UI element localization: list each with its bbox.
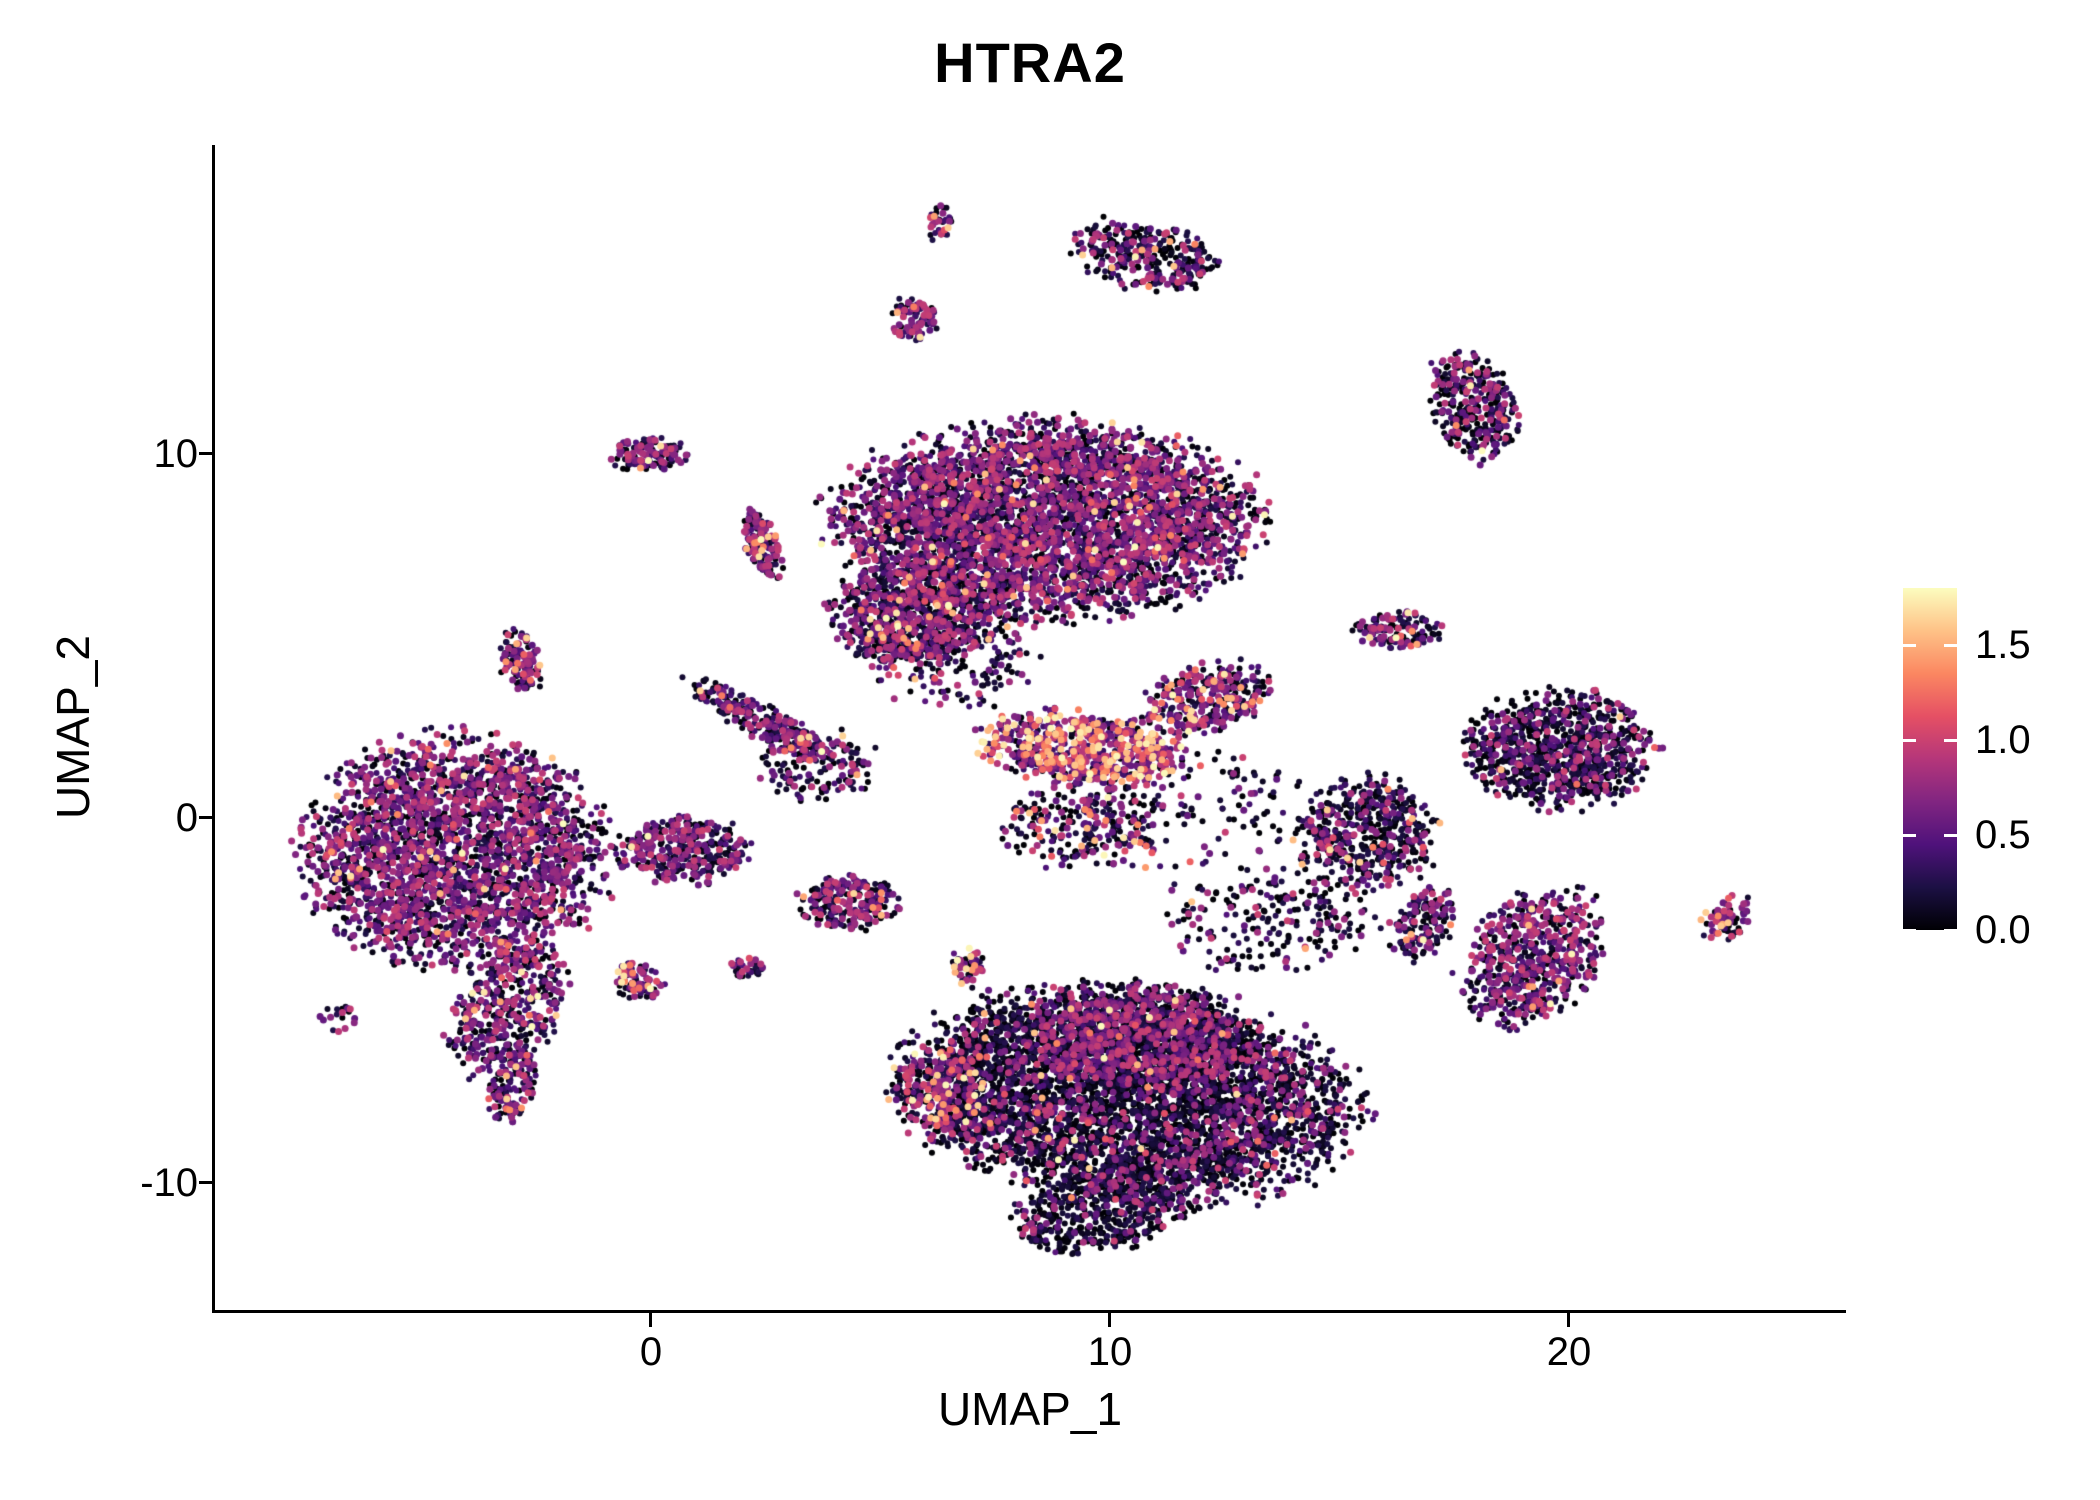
colorbar-tick bbox=[1903, 738, 1916, 742]
x-tick-label: 10 bbox=[1087, 1330, 1133, 1374]
y-axis-line bbox=[212, 145, 215, 1313]
colorbar-tick bbox=[1903, 928, 1916, 932]
x-tick-label: 20 bbox=[1546, 1330, 1592, 1374]
colorbar-tick-label: 0.0 bbox=[1975, 908, 2031, 952]
y-tick-label: 10 bbox=[153, 432, 199, 476]
x-tick bbox=[649, 1313, 652, 1327]
colorbar-tick-label: 1.5 bbox=[1975, 623, 2031, 667]
y-tick bbox=[199, 1181, 213, 1184]
y-tick-label: 0 bbox=[175, 796, 198, 840]
y-axis-title: UMAP_2 bbox=[47, 634, 99, 820]
colorbar-tick bbox=[1903, 833, 1916, 837]
colorbar-tick-label: 1.0 bbox=[1975, 718, 2031, 762]
x-tick bbox=[1108, 1313, 1111, 1327]
plot-title: HTRA2 bbox=[934, 31, 1126, 94]
colorbar-tick bbox=[1903, 643, 1916, 647]
colorbar-tick bbox=[1944, 928, 1957, 932]
x-axis-title: UMAP_1 bbox=[937, 1383, 1123, 1435]
colorbar-tick bbox=[1944, 643, 1957, 647]
x-tick bbox=[1567, 1313, 1570, 1327]
y-tick bbox=[199, 816, 213, 819]
colorbar-tick bbox=[1944, 833, 1957, 837]
colorbar-tick bbox=[1944, 738, 1957, 742]
y-tick bbox=[199, 452, 213, 455]
x-tick-label: 0 bbox=[639, 1330, 663, 1374]
x-axis-line bbox=[212, 1310, 1846, 1313]
colorbar bbox=[1903, 588, 1957, 930]
y-tick-label: -10 bbox=[140, 1161, 198, 1205]
colorbar-tick-label: 0.5 bbox=[1975, 813, 2031, 857]
